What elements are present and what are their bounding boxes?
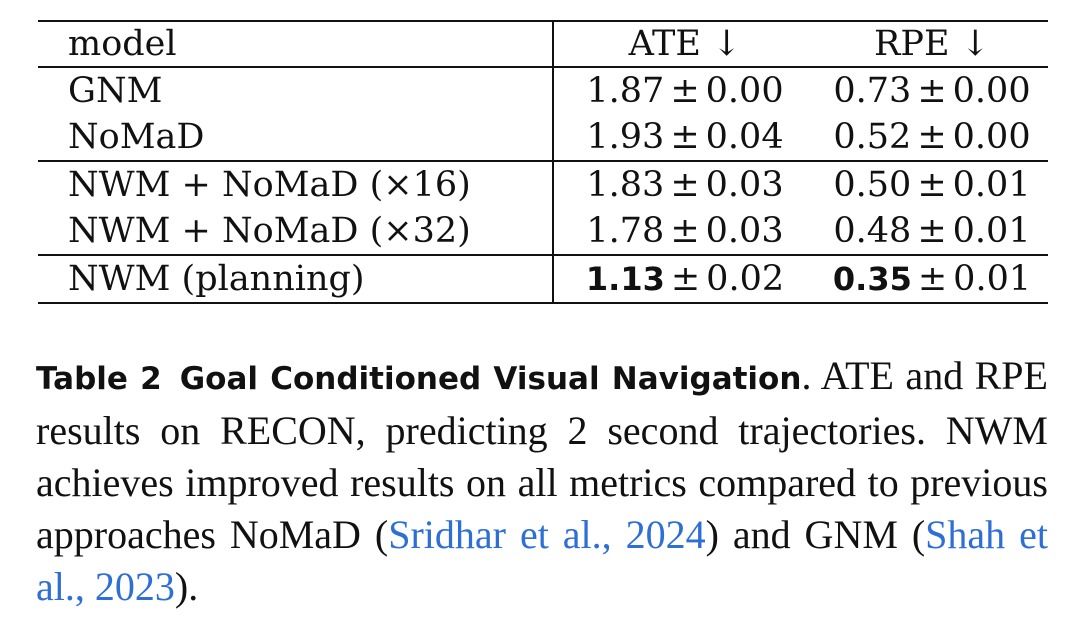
cell-ate: 1.83 ±0.03 — [553, 161, 816, 208]
cell-ate: 1.13 ±0.02 — [553, 255, 816, 304]
citation-link-sridhar[interactable]: Sridhar et al., 2024 — [388, 512, 706, 557]
caption-text: ). — [174, 564, 199, 609]
cell-rpe: 0.50 ±0.01 — [816, 161, 1048, 208]
rpe-std: 0.00 — [952, 116, 1031, 157]
rpe-mean: 0.50 — [833, 164, 912, 205]
table-row: GNM 1.87 ±0.00 0.73 ±0.00 — [38, 67, 1048, 114]
caption-text: . ATE and RPE results on RECON, predicti… — [36, 353, 1048, 557]
caption-label: Table 2 — [36, 361, 162, 397]
caption-title: Goal Conditioned Visual Navigation — [179, 361, 802, 397]
caption-text: ) and GNM ( — [705, 512, 926, 557]
rpe-mean: 0.52 — [833, 116, 912, 157]
ate-std: 0.00 — [705, 70, 784, 111]
table-row: NoMaD 1.93 ±0.04 0.52 ±0.00 — [38, 114, 1048, 162]
ate-mean: 1.83 — [586, 164, 665, 205]
cell-model: NWM (planning) — [38, 255, 554, 304]
rpe-mean: 0.73 — [833, 70, 912, 111]
cell-ate: 1.87 ±0.00 — [553, 67, 816, 114]
table-header-row: model ATE ↓ RPE ↓ — [38, 20, 1048, 68]
rpe-std: 0.01 — [952, 210, 1031, 251]
table-caption: Table 2 Goal Conditioned Visual Navigatio… — [36, 350, 1048, 613]
pm-sign: ± — [670, 258, 701, 299]
citation-link-shah[interactable]: Shah et al., 2023 — [36, 512, 1048, 609]
table-row: NWM + NoMaD (×32) 1.78 ±0.03 0.48 ±0.01 — [38, 208, 1048, 256]
cell-model: NoMaD — [38, 114, 554, 162]
ate-mean: 1.93 — [586, 116, 665, 157]
ate-mean: 1.87 — [586, 70, 665, 111]
ate-mean-best: 1.13 — [585, 259, 665, 298]
rpe-mean-best: 0.35 — [832, 259, 912, 298]
cell-model: NWM + NoMaD (×16) — [38, 161, 554, 208]
rpe-std: 0.00 — [952, 70, 1031, 111]
header-model: model — [38, 20, 554, 68]
ate-std: 0.03 — [705, 210, 784, 251]
table-row: NWM + NoMaD (×16) 1.83 ±0.03 0.50 ±0.01 — [38, 161, 1048, 208]
ate-std: 0.04 — [705, 116, 784, 157]
cell-rpe: 0.35 ±0.01 — [816, 255, 1048, 304]
ate-std: 0.02 — [706, 258, 785, 299]
rpe-mean: 0.48 — [833, 210, 912, 251]
pm-sign: ± — [670, 70, 700, 111]
cell-ate: 1.78 ±0.03 — [553, 208, 816, 256]
rpe-std: 0.01 — [953, 258, 1032, 299]
pm-sign: ± — [917, 164, 947, 205]
header-ate: ATE ↓ — [553, 20, 816, 68]
cell-rpe: 0.73 ±0.00 — [816, 67, 1048, 114]
pm-sign: ± — [670, 164, 700, 205]
ate-std: 0.03 — [705, 164, 784, 205]
cell-ate: 1.93 ±0.04 — [553, 114, 816, 162]
cell-model: GNM — [38, 67, 554, 114]
ate-mean: 1.78 — [586, 210, 665, 251]
table-row: NWM (planning) 1.13 ±0.02 0.35 ±0.01 — [38, 255, 1048, 304]
cell-model: NWM + NoMaD (×32) — [38, 208, 554, 256]
pm-sign: ± — [917, 70, 947, 111]
pm-sign: ± — [917, 210, 947, 251]
header-rpe: RPE ↓ — [816, 20, 1048, 68]
pm-sign: ± — [670, 210, 700, 251]
cell-rpe: 0.48 ±0.01 — [816, 208, 1048, 256]
pm-sign: ± — [917, 258, 948, 299]
results-table: model ATE ↓ RPE ↓ GNM 1.87 ±0.00 0.73 ±0.0… — [38, 20, 1048, 304]
cell-rpe: 0.52 ±0.00 — [816, 114, 1048, 162]
pm-sign: ± — [670, 116, 700, 157]
pm-sign: ± — [917, 116, 947, 157]
rpe-std: 0.01 — [952, 164, 1031, 205]
